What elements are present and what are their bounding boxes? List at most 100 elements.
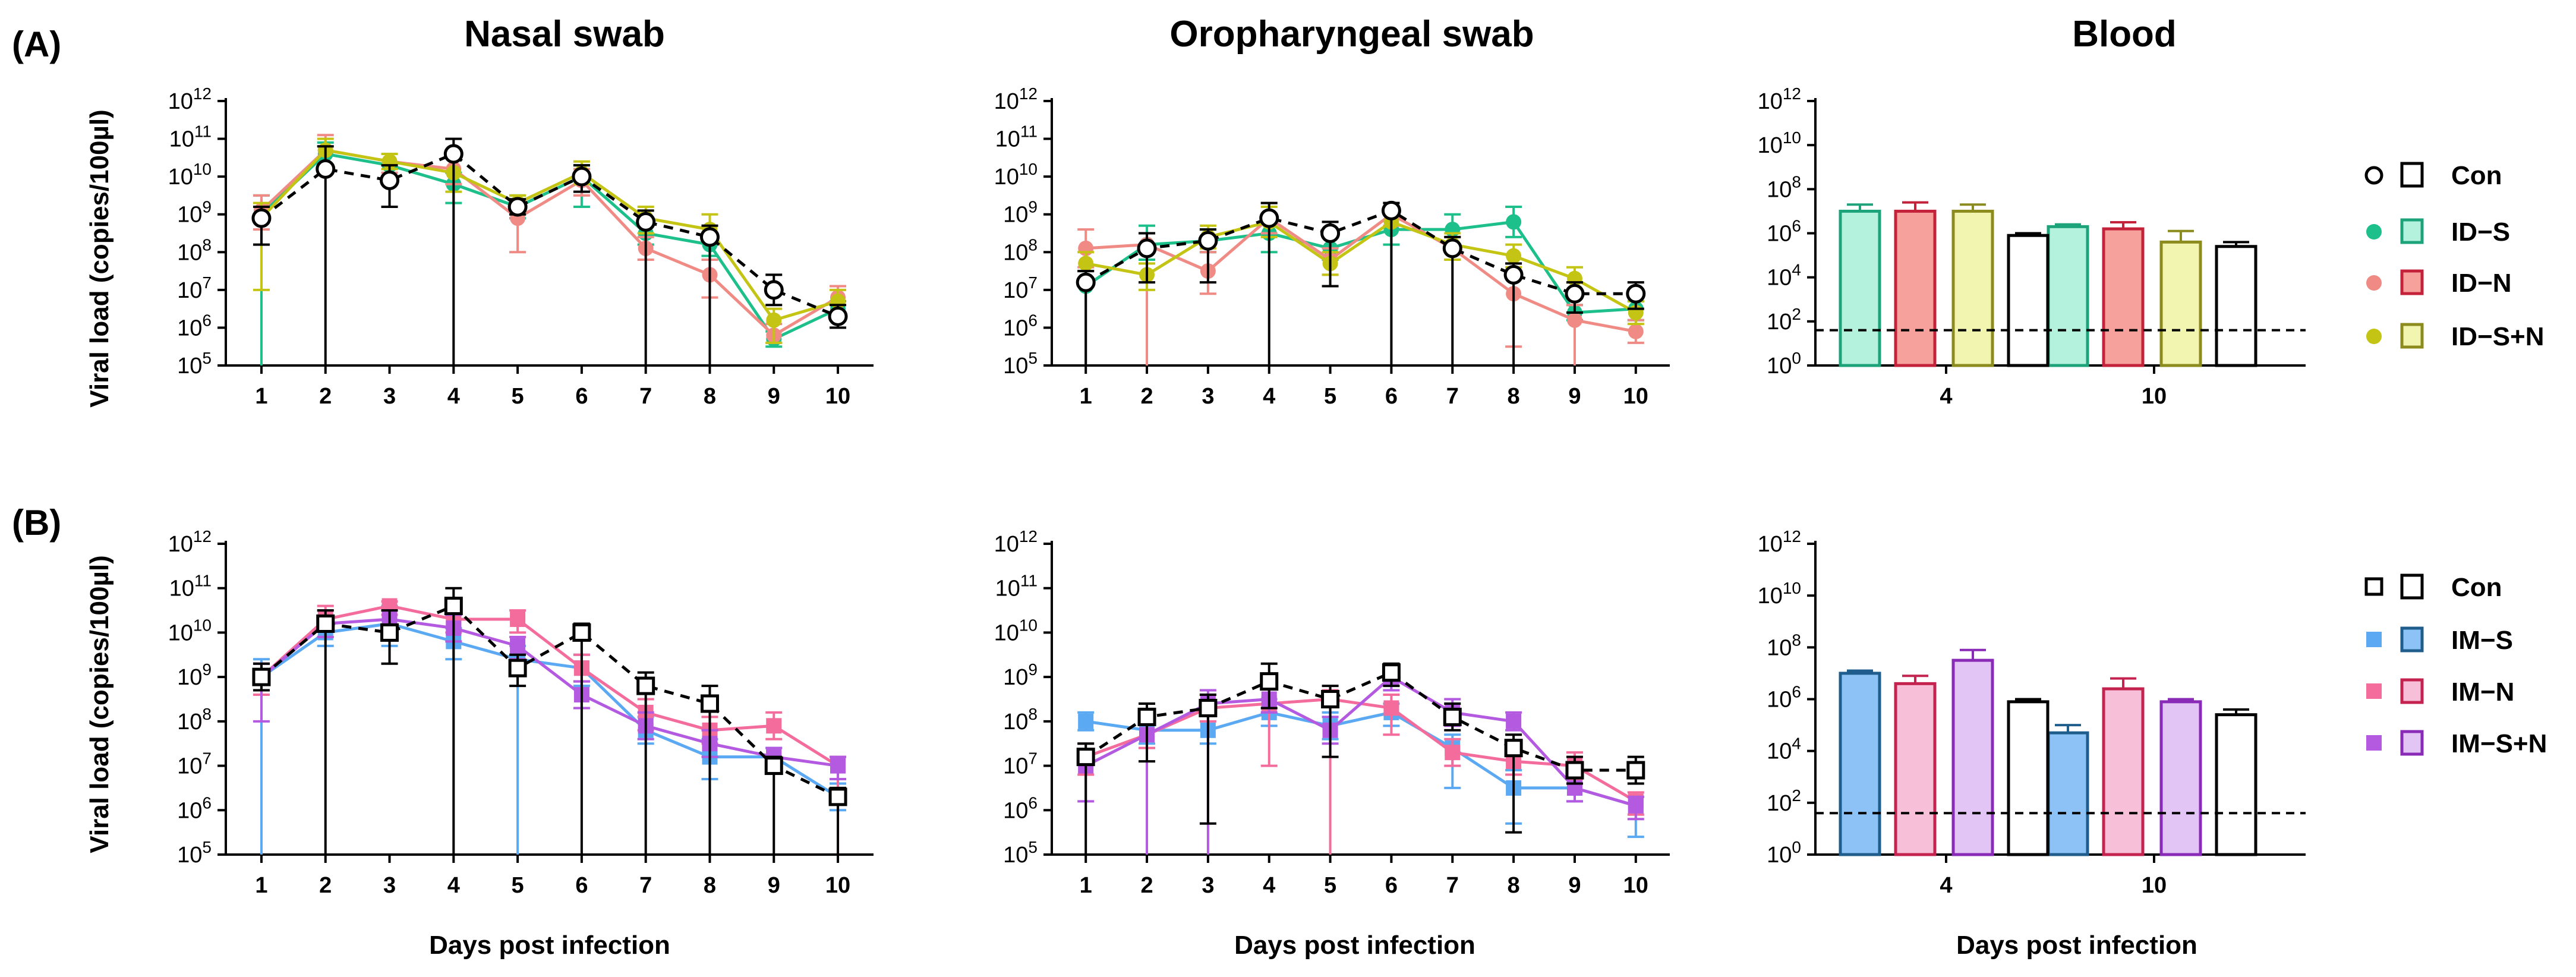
- x-tick-label: 2: [319, 384, 332, 409]
- chart-A-oro: 105 106 107 108 109 1010 1011 1012 1 2 3 4 5 6 7 8 9 10: [994, 84, 1670, 409]
- data-point-marker: [1381, 200, 1401, 220]
- y-tick-label: 100: [1767, 349, 1801, 379]
- series-line: [1084, 670, 1636, 772]
- data-point-marker: [380, 623, 399, 642]
- x-tick-label: 7: [639, 873, 652, 898]
- y-tick-label: 107: [1003, 749, 1038, 779]
- y-tick-label: 105: [1003, 349, 1038, 379]
- y-tick-label: 107: [177, 749, 212, 779]
- legend-marker-square: [2366, 735, 2382, 751]
- data-point-marker: [1199, 698, 1218, 717]
- y-tick-label: 107: [177, 273, 212, 303]
- series-line: [260, 617, 838, 768]
- chart-B-oro: 105 106 107 108 109 1010 1011 1012 1 2 3 4 5 6 7 8 9 10: [994, 527, 1670, 898]
- series-line: [260, 604, 839, 799]
- y-tick-label: 1010: [168, 160, 212, 190]
- legend-item-im-s: IM−S: [2366, 626, 2513, 655]
- y-tick-label: 108: [177, 235, 212, 265]
- y-tick-label: 1010: [1758, 579, 1801, 609]
- data-point-marker: [1076, 748, 1095, 767]
- data-point-marker: [572, 166, 592, 187]
- data-point-marker: [830, 758, 846, 774]
- legend-swatch-id-n: [2400, 269, 2424, 295]
- x-tick-label: 9: [1568, 384, 1581, 409]
- bar: [2047, 731, 2089, 856]
- x-tick-label: 4: [1940, 384, 1952, 409]
- series-Con: [1076, 200, 1646, 365]
- column-title-oro: Oropharyngeal swab: [1169, 14, 1534, 55]
- data-point-marker: [636, 212, 656, 232]
- x-tick-label: 6: [575, 873, 588, 898]
- bar: [2102, 227, 2145, 367]
- legend-label-im-n: IM−N: [2451, 677, 2514, 707]
- y-tick-label: 105: [177, 349, 212, 379]
- x-tick-label: 10: [1623, 873, 1648, 898]
- bar: [1894, 209, 1937, 367]
- legend-swatch-con: [2400, 162, 2424, 188]
- y-tick-label: 109: [1003, 198, 1038, 228]
- y-axis-label-a: Viral load (copies/100µl): [85, 109, 114, 407]
- series-ID−S+N: [1077, 206, 1644, 365]
- y-tick-label: 106: [1003, 793, 1038, 823]
- legend-label-im-sn: IM−S+N: [2451, 729, 2547, 758]
- x-tick-label: 1: [255, 873, 267, 898]
- y-tick-label: 1011: [995, 122, 1038, 152]
- legend-item-im-n: IM−N: [2366, 677, 2514, 707]
- x-tick-label: 6: [1385, 873, 1398, 898]
- x-tick-label: 9: [768, 873, 780, 898]
- series-ID−S: [1077, 206, 1644, 365]
- legend-item-id-sn: ID−S+N: [2366, 322, 2545, 351]
- series-line: [1085, 220, 1637, 314]
- legend-marker-square-open: [2364, 577, 2383, 596]
- y-tick-label: 1011: [995, 572, 1038, 601]
- data-point-marker: [1506, 248, 1522, 264]
- bar: [2007, 700, 2050, 856]
- series-line: [260, 152, 839, 341]
- data-point-marker: [316, 614, 335, 633]
- data-point-marker: [252, 667, 271, 686]
- y-tick-label: 106: [177, 793, 212, 823]
- x-tick-label: 9: [768, 384, 780, 409]
- x-tick-label: 1: [255, 384, 267, 409]
- data-point-marker: [572, 623, 591, 642]
- data-point-marker: [636, 676, 655, 695]
- legend-label-con: Con: [2451, 573, 2502, 602]
- legend-item-id-n: ID−N: [2366, 269, 2511, 298]
- x-tick-label: 2: [1140, 873, 1153, 898]
- data-point-marker: [1078, 256, 1094, 272]
- x-axis-label-nasal: Days post infection: [429, 931, 670, 960]
- bar: [2102, 687, 2145, 856]
- data-point-marker: [251, 208, 272, 228]
- legend-item-im-sn: IM−S+N: [2366, 729, 2547, 758]
- data-point-marker: [443, 144, 464, 164]
- chart-A-nasal: 105 106 107 108 109 1010 1011 1012 1 2 3 4 5 6 7 8 9 10: [168, 84, 874, 409]
- bar: [1894, 682, 1937, 856]
- x-tick-label: 10: [825, 873, 850, 898]
- y-tick-label: 1012: [168, 527, 212, 557]
- legend-label-id-sn: ID−S+N: [2451, 322, 2545, 351]
- data-point-marker: [1383, 700, 1399, 716]
- data-point-marker: [508, 658, 527, 677]
- y-tick-label: 108: [177, 705, 212, 735]
- chart-B-nasal: 105 106 107 108 109 1010 1011 1012 1 2 3 4 5 6 7 8 9 10: [168, 527, 874, 898]
- data-point-marker: [1566, 312, 1582, 328]
- y-tick-label: 1011: [169, 572, 212, 601]
- data-point-marker: [764, 280, 784, 300]
- series-line: [1085, 711, 1637, 808]
- legend-item-con: Con: [2364, 573, 2502, 602]
- y-tick-label: 106: [177, 311, 212, 341]
- y-tick-label: 108: [1003, 705, 1038, 735]
- data-point-marker: [316, 159, 336, 179]
- x-tick-label: 4: [1940, 873, 1952, 898]
- y-tick-label: 108: [1767, 631, 1801, 660]
- series-line: [260, 604, 839, 767]
- y-tick-label: 105: [177, 838, 212, 868]
- x-tick-label: 3: [1202, 873, 1214, 898]
- legend-item-con: Con: [2364, 161, 2502, 190]
- bar: [2007, 234, 2050, 367]
- series-IM−S: [1077, 698, 1644, 839]
- bar: [2159, 240, 2202, 367]
- y-tick-label: 104: [1767, 261, 1801, 291]
- legend-marker-square: [2366, 683, 2382, 699]
